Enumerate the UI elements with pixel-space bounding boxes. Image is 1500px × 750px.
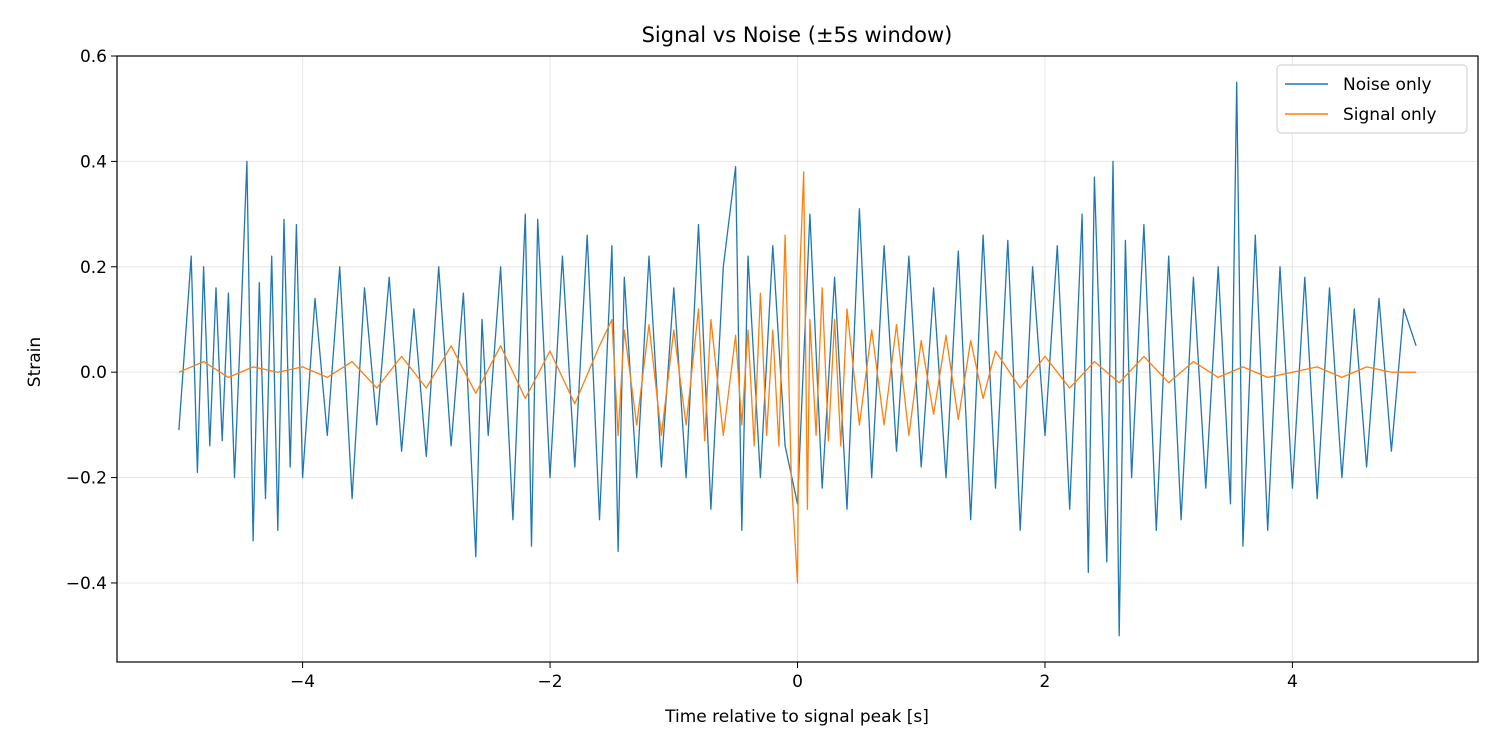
series-group [178,81,1417,637]
x-tick-label: −2 [538,672,563,692]
legend-box [1276,64,1468,134]
chart-title: Signal vs Noise (±5s window) [642,23,953,47]
y-tick-label: 0.6 [80,47,107,67]
legend-noise-label: Noise only [1343,75,1432,95]
x-tick-label: 2 [1040,672,1051,692]
ticks: −4 −2 0 2 4 −0.4 −0.2 0.0 0.2 0.4 0.6 [66,47,1298,692]
x-tick-label: 4 [1287,672,1298,692]
x-tick-label: 0 [792,672,803,692]
y-tick-label: 0.0 [80,363,107,383]
y-tick-label: −0.2 [66,469,107,489]
x-tick-label: −4 [290,672,315,692]
y-tick-label: 0.4 [80,152,107,172]
legend-signal-label: Signal only [1343,105,1437,125]
legend: Noise only Signal only [1276,64,1468,134]
y-axis-label: Strain [25,337,45,387]
noise-series-line [178,81,1417,637]
y-tick-label: −0.4 [66,574,107,594]
x-axis-label: Time relative to signal peak [s] [664,707,929,727]
y-tick-label: 0.2 [80,258,107,278]
signal-series-line [178,171,1417,584]
